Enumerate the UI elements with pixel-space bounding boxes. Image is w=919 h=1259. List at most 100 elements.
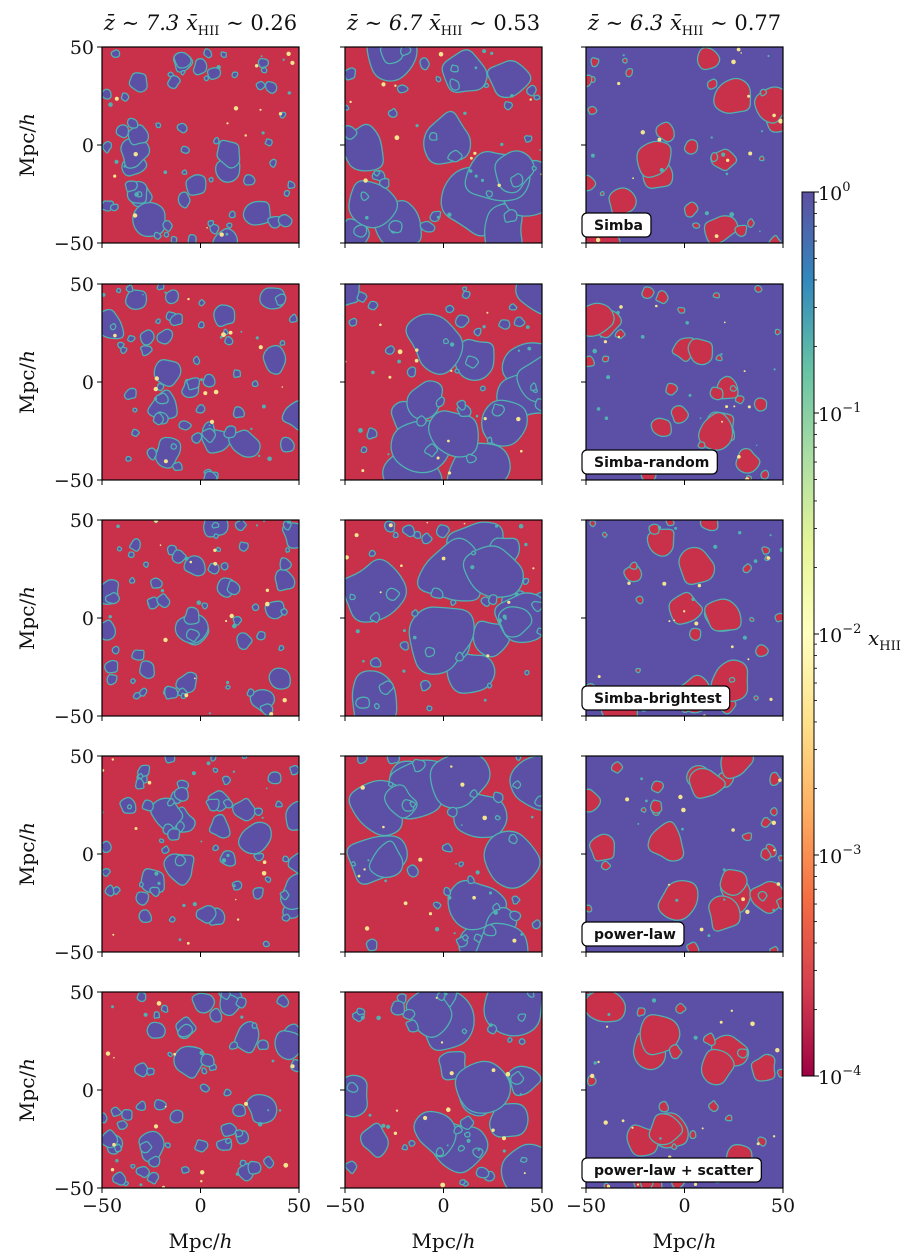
region-speck: [408, 1139, 416, 1147]
front-speck: [773, 368, 776, 371]
front-speck: [517, 349, 521, 352]
region-blob: [586, 302, 615, 337]
region-speck: [641, 286, 655, 300]
front-speck: [153, 1124, 159, 1129]
front-speck: [213, 548, 217, 552]
region-speck: [461, 290, 471, 300]
region-blob: [688, 767, 726, 799]
front-speck: [159, 544, 162, 546]
front-speck: [600, 335, 603, 338]
front-speck: [110, 1168, 115, 1172]
region-speck: [406, 864, 419, 878]
front-speck: [472, 895, 476, 900]
region-speck: [222, 798, 234, 809]
region-speck: [128, 576, 136, 584]
front-speck: [371, 370, 375, 375]
region-speck: [649, 799, 663, 814]
region-speck: [457, 1144, 466, 1152]
front-speck: [699, 927, 704, 932]
region-blob: [405, 313, 464, 375]
front-speck: [402, 669, 406, 673]
region-speck: [111, 645, 120, 655]
region-speck: [459, 1179, 466, 1186]
front-speck: [530, 815, 534, 819]
front-speck: [403, 901, 408, 906]
region-speck: [360, 191, 370, 201]
front-speck: [108, 102, 113, 107]
front-speck: [286, 51, 291, 56]
front-speck: [617, 81, 621, 86]
front-speck: [767, 54, 770, 58]
region-speck: [503, 101, 514, 111]
map-regions: [586, 756, 783, 952]
front-speck: [776, 882, 781, 886]
region-speck: [281, 913, 291, 922]
front-speck: [593, 1061, 597, 1065]
region-speck: [207, 562, 220, 575]
region-speck: [503, 208, 518, 223]
front-speck: [386, 1124, 391, 1129]
region-speck: [209, 223, 220, 235]
column-title: z̄ ∼ 6.3 x̄HII ∼ 0.77: [587, 11, 781, 39]
region-blob: [127, 124, 150, 146]
region-blob: [124, 289, 148, 310]
region-blob: [185, 174, 207, 196]
region-speck: [689, 1130, 697, 1140]
front-speck: [460, 824, 463, 826]
region-speck: [369, 657, 382, 668]
region-speck: [130, 677, 136, 685]
front-speck: [381, 82, 386, 87]
map-panel: Simba-brightest: [581, 519, 784, 721]
region-speck: [709, 386, 724, 401]
region-speck: [195, 404, 206, 414]
front-speck: [367, 859, 370, 862]
front-speck: [767, 1053, 770, 1056]
region-speck: [454, 368, 460, 374]
front-speck: [756, 1142, 760, 1146]
front-speck: [365, 215, 369, 220]
region-speck: [754, 284, 763, 293]
region-speck: [177, 1023, 194, 1038]
region-blob: [195, 904, 217, 924]
front-speck: [640, 777, 643, 781]
region-speck: [130, 1164, 136, 1169]
region-speck: [390, 1000, 406, 1016]
region-speck: [426, 705, 433, 712]
region-blob: [703, 215, 739, 243]
front-speck: [512, 938, 517, 943]
region-speck: [586, 355, 595, 368]
front-speck: [747, 658, 750, 661]
region-speck: [776, 1068, 783, 1079]
model-label-box: [581, 212, 652, 238]
front-speck: [387, 453, 390, 456]
front-speck: [714, 234, 719, 239]
region-speck: [238, 541, 249, 552]
region-speck: [749, 616, 755, 623]
region-speck: [589, 520, 597, 528]
front-speck: [384, 879, 387, 883]
region-speck: [164, 756, 176, 764]
map-regions: [102, 48, 296, 243]
front-speck: [281, 386, 284, 388]
front-speck: [653, 799, 655, 801]
region-speck: [225, 684, 231, 690]
region-speck: [692, 222, 701, 229]
front-speck: [363, 178, 368, 183]
front-speck: [475, 414, 479, 418]
front-speck: [463, 522, 466, 525]
region-speck: [742, 563, 753, 574]
front-speck: [771, 820, 776, 825]
front-speck: [645, 799, 648, 803]
region-speck: [455, 651, 464, 662]
region-speck: [102, 868, 111, 877]
region-speck: [164, 685, 179, 700]
region-speck: [251, 1022, 258, 1029]
front-speck: [206, 761, 211, 766]
front-speck: [502, 1149, 506, 1153]
y-axis-label: Mpc/h: [15, 586, 39, 650]
region-speck: [365, 938, 378, 952]
front-speck: [283, 1162, 289, 1168]
region-speck: [534, 398, 542, 412]
front-speck: [196, 600, 202, 605]
